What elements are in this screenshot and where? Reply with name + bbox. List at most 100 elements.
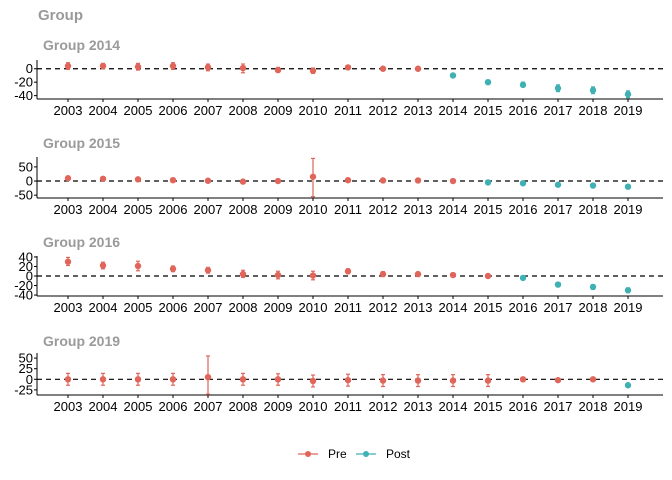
figure-title: Group (38, 7, 83, 24)
y-tick-label: -20 (14, 75, 33, 90)
y-tick-label: -50 (14, 188, 33, 203)
x-tick-label: 2009 (264, 202, 293, 217)
x-tick-label: 2011 (334, 103, 362, 118)
x-tick-label: 2018 (579, 399, 608, 414)
data-point (379, 270, 387, 278)
data-point (239, 178, 247, 185)
data-point (519, 180, 527, 187)
x-tick-label: 2005 (124, 103, 153, 118)
data-point (484, 272, 492, 280)
data-point (484, 179, 492, 186)
x-tick-label: 2017 (544, 399, 573, 414)
data-point (204, 64, 212, 71)
data-point (204, 177, 212, 184)
x-tick-label: 2007 (194, 103, 223, 118)
data-point (309, 377, 317, 385)
x-tick-label: 2016 (509, 399, 538, 414)
panel-title: Group 2014 (43, 37, 120, 53)
data-point (554, 181, 562, 188)
data-point (309, 173, 317, 180)
panel-2: Group 2015 500-50 2003 2004 2005 2006 2007 2008… (14, 135, 663, 217)
data-point (274, 271, 282, 279)
legend-label-post: Post (386, 447, 411, 461)
x-tick-label: 2008 (229, 300, 258, 315)
y-tick-label: 20 (19, 259, 33, 274)
x-tick-label: 2007 (194, 399, 223, 414)
data-point (344, 268, 352, 275)
x-tick-label: 2009 (264, 103, 293, 118)
x-tick-label: 2015 (474, 103, 503, 118)
x-tick-label: 2008 (229, 202, 258, 217)
data-point (554, 376, 562, 384)
panel-1: Group 2014 0-20-40 2003 2004 2005 2006 2007 200… (14, 37, 663, 118)
x-tick-label: 2006 (159, 103, 188, 118)
x-tick-label: 2003 (54, 300, 83, 315)
data-point (519, 81, 527, 89)
data-point (64, 62, 72, 70)
data-point (344, 176, 352, 184)
y-tick-label: 0 (26, 269, 33, 284)
x-tick-label: 2015 (474, 300, 503, 315)
x-tick-label: 2012 (369, 300, 398, 315)
x-tick-label: 2013 (404, 399, 433, 414)
x-tick-label: 2014 (439, 300, 468, 315)
x-tick-label: 2004 (89, 202, 118, 217)
y-tick-label: -40 (14, 288, 33, 303)
legend: Pre Post (298, 447, 411, 461)
data-point (449, 377, 457, 384)
y-tick-label: -40 (14, 88, 33, 103)
data-point (169, 265, 177, 273)
data-point (64, 258, 72, 265)
x-tick-label: 2003 (54, 202, 83, 217)
data-point (204, 373, 212, 381)
data-point (169, 376, 177, 383)
x-tick-label: 2016 (509, 202, 538, 217)
x-tick-label: 2013 (404, 300, 433, 315)
x-tick-label: 2015 (474, 202, 503, 217)
x-tick-label: 2014 (439, 399, 468, 414)
data-point (414, 270, 422, 278)
data-point (134, 262, 142, 270)
x-tick-label: 2017 (544, 300, 573, 315)
y-tick-label: 25 (19, 361, 33, 376)
x-tick-label: 2010 (299, 103, 328, 118)
data-point (589, 87, 597, 94)
legend-key-point-post (363, 451, 369, 457)
x-tick-label: 2003 (54, 103, 83, 118)
data-point (169, 176, 177, 184)
x-tick-label: 2006 (159, 399, 188, 414)
x-tick-label: 2003 (54, 399, 83, 414)
data-point (169, 62, 177, 70)
data-point (274, 177, 282, 185)
x-tick-label: 2018 (579, 300, 608, 315)
data-point (414, 65, 422, 72)
panel-title: Group 2016 (43, 234, 120, 250)
data-point (274, 376, 282, 383)
y-tick-label: -20 (14, 278, 33, 293)
x-tick-label: 2012 (369, 103, 398, 118)
x-tick-label: 2011 (334, 300, 362, 315)
y-tick-label: 0 (26, 372, 33, 387)
x-tick-label: 2012 (369, 202, 398, 217)
x-tick-label: 2004 (89, 399, 118, 414)
data-point (204, 267, 212, 274)
x-tick-label: 2011 (334, 399, 362, 414)
x-tick-label: 2005 (124, 399, 153, 414)
x-tick-label: 2005 (124, 202, 153, 217)
x-tick-label: 2019 (614, 103, 643, 118)
data-point (589, 182, 597, 189)
data-point (134, 63, 142, 70)
data-point (414, 177, 422, 184)
x-tick-label: 2019 (614, 202, 643, 217)
x-tick-label: 2005 (124, 300, 153, 315)
data-point (379, 65, 387, 72)
data-point (589, 283, 597, 291)
x-tick-label: 2014 (439, 202, 468, 217)
x-tick-label: 2009 (264, 399, 293, 414)
data-point (519, 376, 527, 383)
x-tick-label: 2013 (404, 103, 433, 118)
data-point (624, 287, 632, 294)
y-tick-label: 0 (26, 174, 33, 189)
x-tick-label: 2010 (299, 202, 328, 217)
x-tick-label: 2008 (229, 399, 258, 414)
